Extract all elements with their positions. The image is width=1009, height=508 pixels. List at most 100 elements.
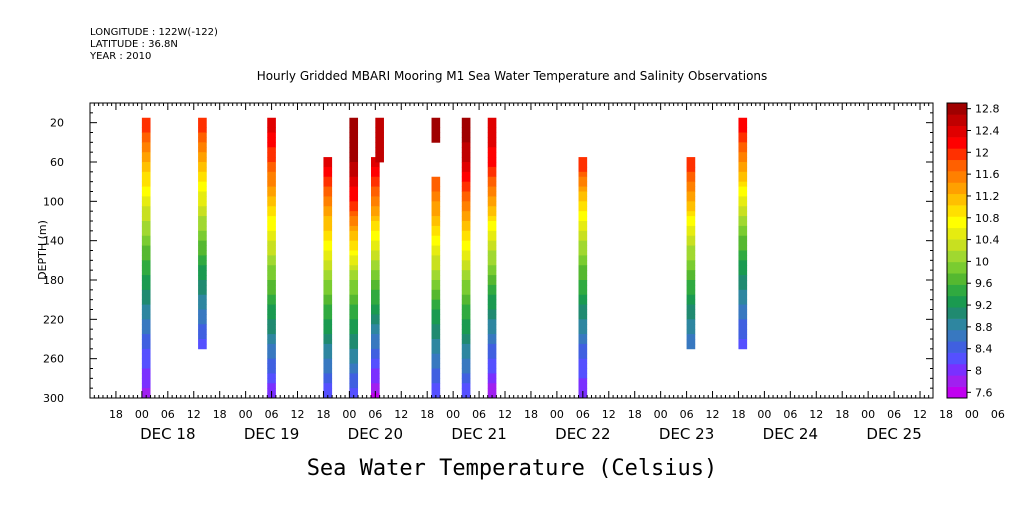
heatmap-cell bbox=[371, 206, 380, 212]
heatmap-cell bbox=[431, 339, 441, 345]
heatmap-cell bbox=[349, 378, 359, 384]
heatmap-cell bbox=[431, 358, 441, 364]
heatmap-cell bbox=[686, 221, 696, 227]
heatmap-cell bbox=[349, 368, 359, 374]
heatmap-cell bbox=[461, 324, 471, 330]
heatmap-cell bbox=[431, 348, 441, 355]
heatmap-cell bbox=[461, 171, 471, 178]
heatmap-cell bbox=[461, 201, 471, 207]
heatmap-cell bbox=[198, 329, 207, 335]
heatmap-cell bbox=[198, 245, 207, 251]
heatmap-cell bbox=[578, 221, 588, 227]
heatmap-cell bbox=[267, 176, 276, 183]
heatmap-cell bbox=[349, 309, 359, 315]
heatmap-cell bbox=[461, 284, 471, 291]
heatmap-cell bbox=[267, 245, 276, 251]
heatmap-cell bbox=[349, 383, 359, 389]
heatmap-cell bbox=[487, 373, 497, 379]
heatmap-cell bbox=[371, 260, 380, 266]
heatmap-cell bbox=[323, 284, 333, 291]
year-label: YEAR : 2010 bbox=[89, 51, 151, 62]
heatmap-cell bbox=[198, 230, 207, 237]
colorbar-label: 9.6 bbox=[975, 277, 993, 290]
heatmap-column bbox=[738, 117, 748, 350]
heatmap-cell bbox=[371, 304, 380, 310]
heatmap-cell bbox=[487, 127, 497, 133]
heatmap-cell bbox=[323, 250, 333, 256]
heatmap-cell bbox=[323, 230, 333, 237]
heatmap-cell bbox=[461, 260, 471, 266]
heatmap-cell bbox=[686, 265, 696, 271]
heatmap-cell bbox=[349, 186, 359, 192]
heatmap-cell bbox=[686, 245, 696, 251]
heatmap-cell bbox=[198, 176, 207, 183]
heatmap-cell bbox=[487, 353, 497, 360]
heatmap-cell bbox=[578, 319, 588, 325]
heatmap-cell bbox=[141, 191, 151, 197]
heatmap-cell bbox=[738, 157, 748, 163]
heatmap-cell bbox=[487, 152, 497, 158]
heatmap-column bbox=[198, 117, 207, 350]
heatmap-cell bbox=[267, 299, 276, 305]
heatmap-cell bbox=[461, 152, 471, 158]
colorbar-swatch bbox=[947, 125, 967, 138]
heatmap-cell bbox=[487, 280, 497, 286]
heatmap-cell bbox=[686, 230, 696, 237]
heatmap-cell bbox=[141, 152, 151, 158]
plot-frame bbox=[89, 102, 934, 399]
x-day-label: DEC 25 bbox=[866, 425, 921, 443]
heatmap-cell bbox=[371, 265, 380, 271]
heatmap-cell bbox=[686, 186, 696, 192]
heatmap-cell bbox=[461, 368, 471, 374]
heatmap-cell bbox=[198, 127, 207, 133]
heatmap-cell bbox=[323, 368, 333, 374]
colorbar-swatch bbox=[947, 363, 967, 376]
heatmap-cell bbox=[371, 270, 380, 276]
heatmap-cell bbox=[686, 157, 696, 168]
heatmap-cell bbox=[578, 250, 588, 256]
colorbar-swatch bbox=[947, 114, 967, 126]
heatmap-cell bbox=[738, 176, 748, 183]
colorbar-swatch bbox=[947, 318, 967, 331]
heatmap-cell bbox=[375, 117, 384, 128]
heatmap-cell bbox=[349, 230, 359, 237]
heatmap-column bbox=[371, 157, 380, 399]
heatmap-cell bbox=[738, 240, 748, 246]
heatmap-cell bbox=[431, 211, 441, 217]
heatmap-cell bbox=[349, 348, 359, 355]
heatmap-cell bbox=[487, 358, 497, 364]
heatmap-cell bbox=[431, 240, 441, 246]
heatmap-cell bbox=[198, 117, 207, 128]
heatmap-cell bbox=[431, 373, 441, 379]
heatmap-cell bbox=[371, 245, 380, 251]
x-tick-label: 00 bbox=[446, 408, 460, 421]
heatmap-cell bbox=[349, 329, 359, 335]
heatmap-cell bbox=[461, 255, 471, 261]
x-tick-label: 18 bbox=[420, 408, 434, 421]
heatmap-cell bbox=[349, 147, 359, 153]
heatmap-cell bbox=[375, 152, 384, 158]
heatmap-cell bbox=[198, 343, 207, 350]
heatmap-cell bbox=[198, 319, 207, 325]
heatmap-cell bbox=[267, 304, 276, 310]
heatmap-cell bbox=[323, 334, 333, 340]
heatmap-cell bbox=[461, 378, 471, 384]
heatmap-cell bbox=[371, 314, 380, 320]
x-day-label: DEC 23 bbox=[659, 425, 714, 443]
x-day-label: DEC 21 bbox=[451, 425, 506, 443]
heatmap-cell bbox=[349, 206, 359, 212]
x-tick-label: 00 bbox=[654, 408, 668, 421]
heatmap-cell bbox=[323, 245, 333, 251]
heatmap-cell bbox=[431, 280, 441, 286]
heatmap-cell bbox=[487, 294, 497, 301]
heatmap-cell bbox=[487, 329, 497, 335]
heatmap-cell bbox=[461, 280, 471, 286]
x-tick-label: 18 bbox=[524, 408, 538, 421]
colorbar-swatch bbox=[947, 227, 967, 240]
heatmap-cell bbox=[461, 221, 471, 227]
heatmap-cell bbox=[141, 304, 151, 310]
heatmap-cell bbox=[461, 358, 471, 364]
heatmap-cell bbox=[738, 319, 748, 325]
heatmap-cell bbox=[738, 186, 748, 192]
heatmap-cell bbox=[141, 294, 151, 301]
